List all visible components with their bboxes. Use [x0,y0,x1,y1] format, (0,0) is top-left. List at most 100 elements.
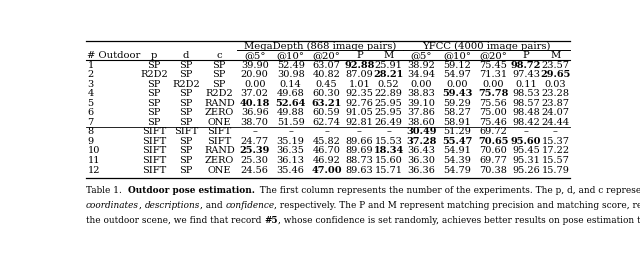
Text: 54.39: 54.39 [444,156,471,165]
Text: 52.64: 52.64 [275,99,306,108]
Text: –: – [357,127,362,136]
Text: 54.79: 54.79 [444,166,471,174]
Text: 25.30: 25.30 [241,156,269,165]
Text: 15.57: 15.57 [541,156,570,165]
Text: 30.49: 30.49 [406,127,436,136]
Text: c: c [216,51,222,60]
Text: 54.97: 54.97 [444,70,471,79]
Text: P: P [523,51,529,60]
Text: # Outdoor: # Outdoor [88,51,141,60]
Text: 24.07: 24.07 [541,108,570,117]
Text: 15.37: 15.37 [541,137,570,146]
Text: 9: 9 [88,137,93,146]
Text: 37.28: 37.28 [406,137,436,146]
Text: 97.43: 97.43 [512,70,540,79]
Text: @10°: @10° [444,51,471,60]
Text: The first column represents the number of the experiments. The p, d, and c repre: The first column represents the number o… [255,186,640,195]
Text: SP: SP [179,89,193,98]
Text: @20°: @20° [313,51,340,60]
Text: ONE: ONE [207,118,231,127]
Text: 34.94: 34.94 [407,70,435,79]
Text: 25.39: 25.39 [239,147,270,155]
Text: 98.72: 98.72 [511,61,541,70]
Text: 63.21: 63.21 [312,99,342,108]
Text: SP: SP [179,156,193,165]
Text: 17.22: 17.22 [541,147,570,155]
Text: 75.46: 75.46 [479,118,508,127]
Text: R2D2: R2D2 [140,70,168,79]
Text: SP: SP [179,70,193,79]
Text: SIFT: SIFT [207,137,232,146]
Text: 18.34: 18.34 [374,147,404,155]
Text: SP: SP [147,108,161,117]
Text: 75.56: 75.56 [479,99,508,108]
Text: 23.57: 23.57 [541,61,570,70]
Text: 25.95: 25.95 [375,108,403,117]
Text: 36.96: 36.96 [241,108,269,117]
Text: RAND: RAND [204,99,235,108]
Text: RAND: RAND [204,147,235,155]
Text: 22.89: 22.89 [375,89,403,98]
Text: 54.91: 54.91 [444,147,471,155]
Text: 92.88: 92.88 [344,61,374,70]
Text: –: – [288,127,293,136]
Text: SP: SP [212,80,226,89]
Text: 60.59: 60.59 [313,108,340,117]
Text: 38.70: 38.70 [241,118,269,127]
Text: Outdoor pose estimation.: Outdoor pose estimation. [127,186,255,195]
Text: SIFT: SIFT [142,147,166,155]
Text: 1.01: 1.01 [348,80,370,89]
Text: –: – [524,127,529,136]
Text: SP: SP [212,70,226,79]
Text: SIFT: SIFT [207,127,232,136]
Text: R2D2: R2D2 [205,89,233,98]
Text: 88.73: 88.73 [346,156,373,165]
Text: 24.44: 24.44 [541,118,570,127]
Text: 52.49: 52.49 [276,61,305,70]
Text: 69.72: 69.72 [479,127,508,136]
Text: 92.81: 92.81 [346,118,373,127]
Text: 25.91: 25.91 [375,61,403,70]
Text: –: – [252,127,257,136]
Text: 71.31: 71.31 [479,70,508,79]
Text: 70.60: 70.60 [479,147,508,155]
Text: 35.46: 35.46 [276,166,305,174]
Text: 49.88: 49.88 [276,108,305,117]
Text: 98.57: 98.57 [512,99,540,108]
Text: 95.26: 95.26 [512,166,540,174]
Text: 26.49: 26.49 [375,118,403,127]
Text: 40.18: 40.18 [239,99,270,108]
Text: 59.43: 59.43 [442,89,472,98]
Text: 24.56: 24.56 [241,166,269,174]
Text: 0.00: 0.00 [411,80,432,89]
Text: 70.65: 70.65 [478,137,509,146]
Text: @20°: @20° [479,51,508,60]
Text: 28.21: 28.21 [374,70,404,79]
Text: 20.90: 20.90 [241,70,269,79]
Text: 98.53: 98.53 [512,89,540,98]
Text: 46.92: 46.92 [313,156,340,165]
Text: 95.60: 95.60 [511,137,541,146]
Text: SIFT: SIFT [142,127,166,136]
Text: SP: SP [179,118,193,127]
Text: 1: 1 [88,61,93,70]
Text: 92.35: 92.35 [346,89,373,98]
Text: MegaDepth (868 image pairs): MegaDepth (868 image pairs) [244,42,396,51]
Text: @10°: @10° [276,51,305,60]
Text: SIFT: SIFT [142,166,166,174]
Text: 11: 11 [88,156,100,165]
Text: 69.77: 69.77 [479,156,508,165]
Text: 0.00: 0.00 [447,80,468,89]
Text: 36.43: 36.43 [407,147,435,155]
Text: 5: 5 [88,99,93,108]
Text: SP: SP [212,61,226,70]
Text: 75.00: 75.00 [479,108,508,117]
Text: YFCC (4000 image pairs): YFCC (4000 image pairs) [422,42,551,51]
Text: 25.95: 25.95 [375,99,403,108]
Text: , respectively. The P and M represent matching precision and matching score, res: , respectively. The P and M represent ma… [275,201,640,210]
Text: SP: SP [179,147,193,155]
Text: 0.00: 0.00 [244,80,266,89]
Text: ZERO: ZERO [205,156,234,165]
Text: SP: SP [147,61,161,70]
Text: 59.12: 59.12 [444,61,471,70]
